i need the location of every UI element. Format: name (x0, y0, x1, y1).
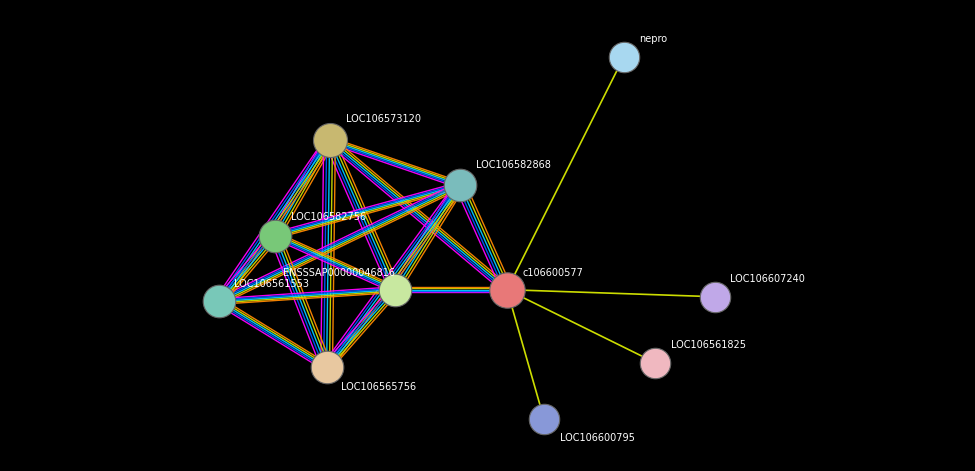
Text: LOC106582868: LOC106582868 (476, 160, 551, 170)
Text: LOC106582756: LOC106582756 (291, 211, 366, 222)
Point (387, 286, 403, 293)
Text: LOC106607240: LOC106607240 (730, 274, 805, 284)
Point (452, 181, 468, 189)
Text: c106600577: c106600577 (523, 268, 583, 278)
Text: ENSSSAP00000046816: ENSSSAP00000046816 (283, 268, 395, 278)
Point (616, 53, 632, 60)
Point (319, 364, 334, 371)
Text: LOC106573120: LOC106573120 (346, 114, 421, 124)
Text: LOC106565756: LOC106565756 (341, 382, 416, 392)
Text: LOC106561825: LOC106561825 (671, 340, 746, 350)
Point (212, 298, 227, 305)
Point (267, 232, 283, 239)
Point (707, 293, 722, 300)
Point (647, 359, 663, 366)
Point (536, 415, 552, 423)
Text: nepro: nepro (640, 33, 668, 44)
Text: LOC106600795: LOC106600795 (560, 433, 635, 443)
Point (322, 137, 337, 144)
Text: LOC106561553: LOC106561553 (234, 278, 309, 289)
Point (499, 286, 515, 293)
